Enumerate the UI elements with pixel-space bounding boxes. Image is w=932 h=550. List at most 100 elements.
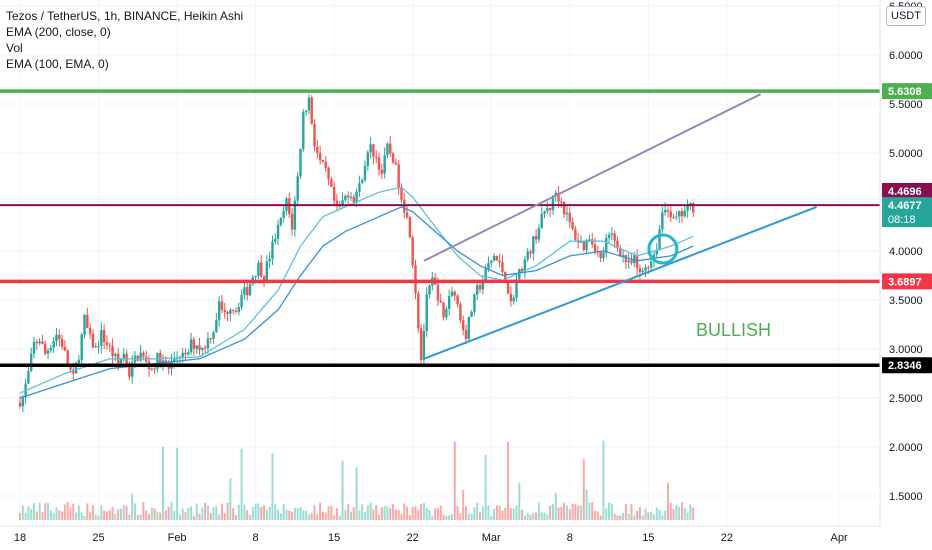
candle-body [240, 294, 243, 308]
candle-body [523, 259, 527, 272]
candle-body [610, 233, 614, 235]
candle-body [46, 350, 50, 354]
candle-body [234, 310, 238, 312]
volume-bar [352, 507, 355, 520]
volume-bar [97, 515, 100, 520]
candle-body [293, 200, 297, 230]
volume-bar [288, 510, 291, 520]
volume-bar [501, 510, 504, 520]
volume-bar [204, 502, 207, 520]
ema-fast-line [19, 186, 694, 394]
candle-body [206, 338, 210, 349]
candle-body [386, 143, 389, 156]
candle-body [467, 316, 470, 339]
volume-bar [479, 512, 482, 520]
candle-body [509, 293, 513, 302]
volume-bar [47, 503, 50, 520]
volume-bar [394, 509, 397, 520]
volume-bar [392, 504, 395, 520]
candle-body [91, 333, 95, 348]
volume-bar [641, 515, 644, 520]
volume-bar [114, 514, 117, 520]
candle-body [21, 397, 25, 407]
candle-body [189, 339, 193, 353]
candle-body [88, 327, 92, 334]
volume-bar [422, 502, 425, 520]
volume-bar [184, 512, 187, 520]
candle-body [203, 347, 207, 349]
breakout-circle [647, 233, 679, 265]
ema100-label[interactable]: EMA (100, EMA, 0) [6, 57, 109, 71]
candle-body [248, 284, 252, 296]
volume-bar [41, 512, 44, 520]
y-tick-label: 3.5000 [889, 295, 923, 307]
candle-body [276, 224, 280, 239]
candle-body [55, 334, 58, 342]
candle-body [74, 363, 78, 374]
volume-bar [414, 506, 417, 520]
x-tick-label: 22 [407, 532, 419, 544]
candle-body [220, 301, 224, 310]
candle-body [599, 251, 602, 259]
candle-body [445, 308, 448, 318]
candle-body [159, 352, 162, 368]
volume-bar [131, 493, 134, 520]
y-tick-label: 2.5000 [889, 393, 923, 405]
x-tick-label: 8 [253, 532, 259, 544]
volume-bar [122, 505, 125, 520]
candle-body [602, 252, 605, 259]
y-tick-label: 5.5000 [889, 99, 923, 111]
volume-bar [333, 515, 336, 520]
volume-bar [100, 505, 103, 520]
candle-body [389, 143, 392, 154]
volume-bar [596, 511, 599, 520]
volume-bar [574, 504, 577, 520]
candle-body [520, 268, 524, 272]
volume-bar [546, 514, 549, 520]
candle-body [209, 338, 212, 340]
volume-bar [148, 513, 151, 520]
volume-bar [683, 507, 686, 520]
candle-body [35, 341, 39, 344]
volume-bar [94, 514, 97, 520]
volume-bar [159, 512, 162, 520]
volume-bar [305, 510, 308, 520]
trend-lines [423, 93, 817, 360]
candle-body [663, 210, 667, 213]
candle-body [142, 352, 145, 357]
volume-bar [467, 513, 470, 520]
volume-bar [220, 503, 223, 520]
symbol-title[interactable]: Tezos / TetherUS, 1h, BINANCE, Heikin As… [6, 9, 244, 23]
volume-bar [153, 508, 156, 520]
candle-body [619, 248, 622, 257]
candle-body [282, 210, 285, 218]
volume-bar [44, 503, 47, 520]
price-tag-mid-bg [882, 182, 932, 199]
volume-label[interactable]: Vol [6, 41, 23, 55]
currency-button[interactable]: USDT [886, 6, 926, 26]
candle-body [585, 239, 588, 250]
x-axis[interactable]: 18 25 Feb 8 15 22 Mar 8 15 22 Apr [0, 525, 880, 544]
candle-body [495, 256, 499, 261]
volume-bar [187, 507, 190, 520]
candle-body [478, 285, 482, 290]
ema-lines [19, 186, 694, 399]
candle-body [546, 208, 549, 212]
volume-bar [291, 511, 294, 520]
volume-bar [666, 482, 669, 520]
candle-body [537, 228, 541, 240]
candle-body [229, 309, 232, 314]
candle-body [649, 261, 653, 268]
candle-body [447, 296, 451, 309]
volume-bar [361, 504, 364, 520]
candle-body [102, 330, 106, 343]
candle-body [86, 314, 89, 328]
volume-bar [61, 511, 64, 520]
candle-body [560, 201, 563, 203]
breakout-circle-group [647, 233, 679, 265]
candle-body [672, 217, 675, 219]
volume-bar [453, 441, 456, 520]
candle-body [417, 293, 420, 329]
ema200-label[interactable]: EMA (200, close, 0) [6, 25, 111, 39]
